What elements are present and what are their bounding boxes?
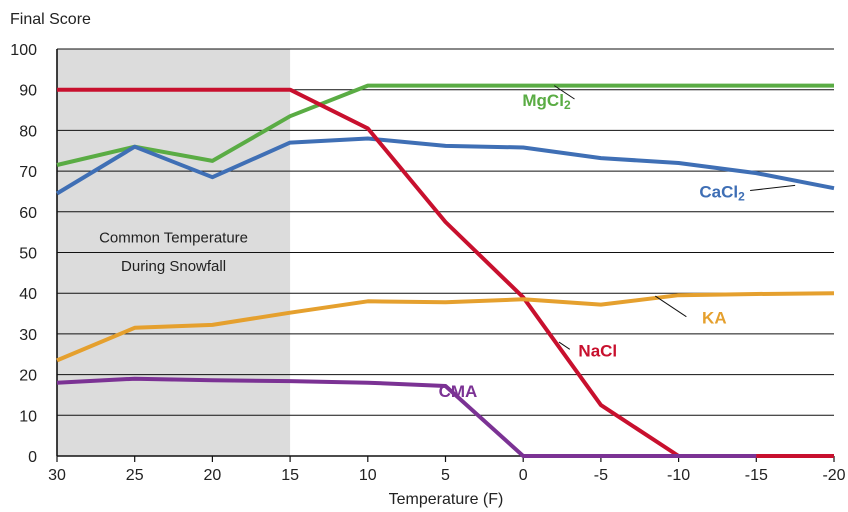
x-tick-label--10: -10 xyxy=(667,467,690,484)
series-line-mgcl xyxy=(56,83,834,167)
y-tick-label-0: 0 xyxy=(28,449,37,466)
shaded-region-label-line1: Common Temperature xyxy=(99,229,248,246)
y-tick-label-30: 30 xyxy=(19,327,37,344)
series-leader-nacl xyxy=(558,341,571,350)
x-tick-label--5: -5 xyxy=(594,467,608,484)
y-tick-label-20: 20 xyxy=(19,368,37,385)
y-tick-label-50: 50 xyxy=(19,246,37,263)
shaded-region-label-line2: During Snowfall xyxy=(121,258,226,275)
x-tick-label--20: -20 xyxy=(822,467,845,484)
series-leader-mgcl xyxy=(554,85,575,100)
series-label-mgcl: MgCl2 xyxy=(522,91,571,112)
series-leader-cacl xyxy=(750,184,796,192)
x-tick-label-0: 0 xyxy=(519,467,528,484)
x-tick-label-20: 20 xyxy=(204,467,222,484)
x-tick-label-25: 25 xyxy=(126,467,144,484)
series-line-ka xyxy=(56,291,835,363)
series-label-subscript: 2 xyxy=(564,98,571,112)
series-line-cacl xyxy=(55,136,835,196)
series-label-nacl: NaCl xyxy=(578,341,617,360)
y-tick-label-100: 100 xyxy=(10,42,37,59)
series-label-subscript: 2 xyxy=(738,190,745,204)
y-tick-label-70: 70 xyxy=(19,164,37,181)
x-tick-label-10: 10 xyxy=(359,467,377,484)
y-tick-label-90: 90 xyxy=(19,83,37,100)
x-tick-label-15: 15 xyxy=(281,467,299,484)
x-tick-label-30: 30 xyxy=(48,467,66,484)
series-leader-ka xyxy=(655,295,687,318)
y-axis-title: Final Score xyxy=(10,11,91,28)
x-axis-title: Temperature (F) xyxy=(389,491,504,508)
x-tick-label--15: -15 xyxy=(745,467,768,484)
y-tick-label-10: 10 xyxy=(19,408,37,425)
y-tick-label-60: 60 xyxy=(19,205,37,222)
y-tick-label-80: 80 xyxy=(19,123,37,140)
x-tick-label-5: 5 xyxy=(441,467,450,484)
y-tick-label-40: 40 xyxy=(19,286,37,303)
series-line-cma xyxy=(56,376,757,458)
series-label-ka: KA xyxy=(702,309,727,328)
series-label-cma: CMA xyxy=(439,382,478,401)
series-labels: MgCl2 CaCl2 NaCl KA CMA xyxy=(439,85,796,401)
series-lines xyxy=(55,83,835,458)
series-label-cacl: CaCl2 xyxy=(699,183,745,204)
